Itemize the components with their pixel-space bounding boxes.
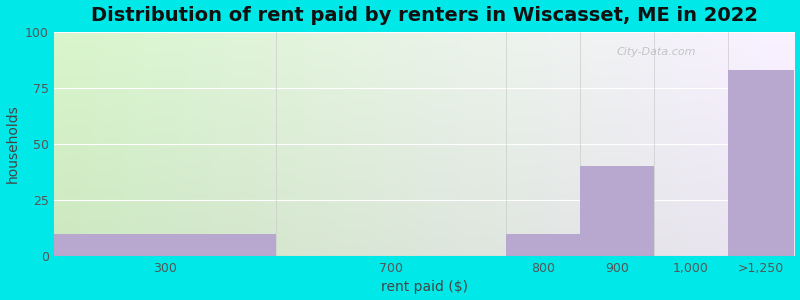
Title: Distribution of rent paid by renters in Wiscasset, ME in 2022: Distribution of rent paid by renters in … xyxy=(90,6,758,25)
Bar xyxy=(580,167,654,256)
X-axis label: rent paid ($): rent paid ($) xyxy=(381,280,468,294)
Bar xyxy=(506,234,580,256)
Bar xyxy=(728,70,794,256)
Text: City-Data.com: City-Data.com xyxy=(617,47,696,57)
Y-axis label: households: households xyxy=(6,105,19,183)
Bar xyxy=(54,234,276,256)
